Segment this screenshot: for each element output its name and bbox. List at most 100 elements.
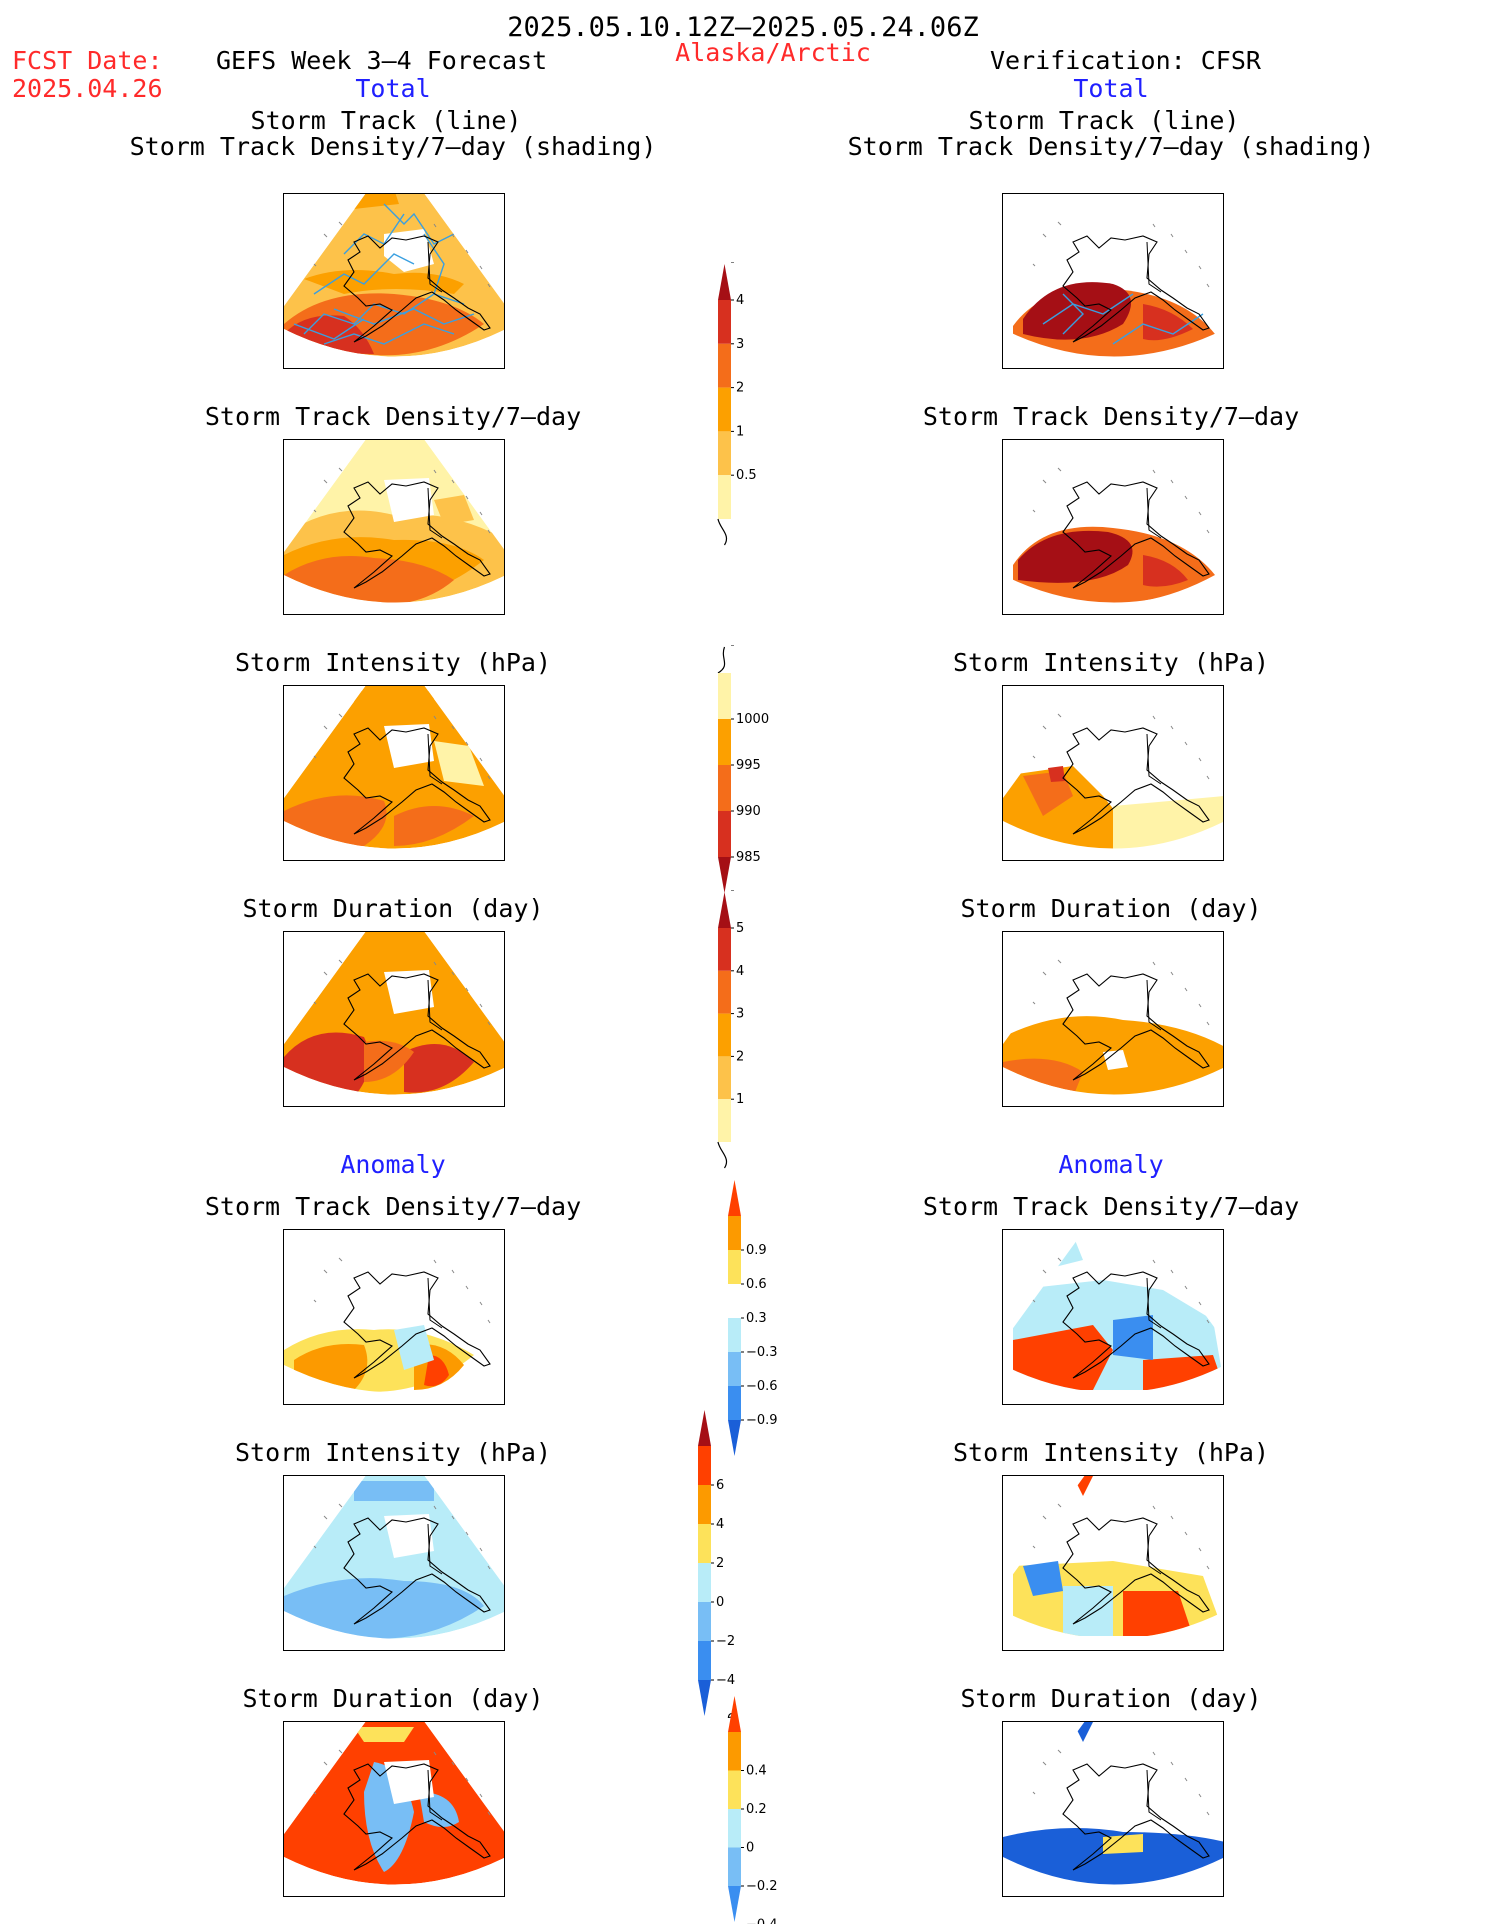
colorbar-top-triangle	[718, 264, 731, 300]
map-shading-region	[354, 1727, 414, 1742]
graticule-dots	[313, 1749, 491, 1816]
map-shading-region	[434, 987, 484, 1032]
colorbar-swatch	[728, 1732, 741, 1771]
colorbar-tick-label: 3	[736, 337, 744, 352]
right-intensity-title: Storm Intensity (hPa)	[952, 648, 1270, 677]
alaska-canada-border	[427, 1277, 443, 1329]
colorbar-bottom-triangle	[728, 1420, 741, 1456]
alaska-canada-border	[1146, 1769, 1162, 1821]
colorbar-cap-line	[717, 1141, 728, 1169]
colorbar-tick-label: 4	[716, 1517, 724, 1532]
map-shading-region	[1073, 1722, 1093, 1742]
colorbar-tick-label: 0	[746, 1841, 754, 1856]
alaska-coastline	[1062, 235, 1210, 343]
map-shading-region	[1063, 1586, 1113, 1636]
map-shading-region	[1103, 1834, 1143, 1854]
alaska-coastline	[343, 1271, 491, 1379]
map-verification-intensity	[1002, 685, 1224, 861]
colorbar-swatch	[718, 811, 731, 857]
storm-track-line	[423, 233, 465, 305]
colorbar-swatch	[718, 431, 731, 476]
colorbar-tick-label: −0.6	[746, 1379, 778, 1394]
map-shading-region	[384, 478, 434, 522]
map-forecast-anom-density	[283, 1229, 505, 1405]
right-density-title: Storm Track Density/7–day	[922, 402, 1300, 431]
colorbar-tick-label: 995	[736, 758, 761, 773]
colorbar-duration-anomaly: 0.4 0.2 0 −0.2 −0.4	[728, 1696, 778, 1925]
map-forecast-anom-duration	[283, 1721, 505, 1897]
graticule-dots	[313, 1257, 491, 1324]
colorbar-swatch	[718, 928, 731, 971]
left-anom-density-title: Storm Track Density/7–day	[204, 1192, 582, 1221]
map-verification-anom-density	[1002, 1229, 1224, 1405]
graticule-dots	[313, 959, 491, 1026]
colorbar-swatch	[718, 1099, 731, 1142]
graticule-dots	[1032, 1503, 1210, 1570]
colorbar-top-triangle	[698, 1410, 711, 1446]
alaska-canada-border	[1146, 487, 1162, 539]
colorbar-tick-label: 4	[736, 293, 744, 308]
colorbar-tick-label: 0.6	[746, 1277, 767, 1292]
map-shading-region	[1113, 1315, 1153, 1360]
map-verification-anom-intensity	[1002, 1475, 1224, 1651]
alaska-coastline	[343, 481, 491, 589]
graticule-dots	[313, 1503, 491, 1570]
right-duration-title: Storm Duration (day)	[960, 894, 1262, 923]
colorbar-bottom-triangle	[718, 857, 731, 893]
colorbar-tick-label: 2	[736, 1049, 744, 1064]
map-forecast-duration	[283, 931, 505, 1107]
colorbar-swatch	[728, 1284, 741, 1318]
colorbar-swatch	[728, 1250, 741, 1284]
colorbar-top-triangle	[728, 1696, 741, 1732]
colorbar-swatch	[718, 475, 731, 519]
map-shading-region	[384, 1514, 434, 1558]
period-title: 2025.05.10.12Z–2025.05.24.06Z	[507, 12, 979, 43]
colorbar-swatch	[728, 1352, 741, 1386]
colorbar-tick-label: 1	[736, 424, 744, 439]
colorbar-density-total: 4 3 2 1 0.5 0.25	[717, 262, 765, 546]
alaska-coastline	[1062, 973, 1210, 1081]
colorbar-tick-label: 0	[716, 1595, 724, 1610]
alaska-coastline	[343, 1763, 491, 1871]
left-intensity-title: Storm Intensity (hPa)	[234, 648, 552, 677]
map-forecast-storm-track	[283, 193, 505, 369]
storm-track-line	[323, 323, 455, 345]
storm-track-line	[293, 318, 365, 340]
map-shading-region	[384, 229, 434, 272]
colorbar-tick-label: −0.4	[746, 1918, 778, 1925]
colorbar-tick-label: 2	[736, 381, 744, 396]
colorbar-tick-label: 2	[716, 1556, 724, 1571]
map-shading-region	[424, 1355, 449, 1387]
colorbar-swatch	[718, 300, 731, 344]
fcst-date-label: FCST Date:	[12, 46, 163, 75]
colorbar-tick-label: −4	[716, 1673, 735, 1688]
colorbar-swatch	[718, 673, 731, 719]
colorbar-tick-label: 0.9	[746, 1243, 767, 1258]
map-verification-density	[1002, 439, 1224, 615]
alaska-canada-border	[427, 733, 443, 785]
colorbar-swatch	[698, 1563, 711, 1602]
left-track-title-line1: Storm Track (line)	[250, 106, 522, 135]
model-title: GEFS Week 3–4 Forecast	[216, 46, 548, 75]
map-shading-region	[1048, 766, 1065, 782]
map-forecast-intensity	[283, 685, 505, 861]
map-shading-region	[1103, 1050, 1128, 1070]
colorbar-density-anomaly: 0.9 0.6 0.3 −0.3 −0.6 −0.9	[728, 1180, 778, 1456]
colorbar-top-triangle	[718, 892, 731, 928]
left-anom-duration-title: Storm Duration (day)	[242, 1684, 544, 1713]
colorbar-tick-label: 0.3	[746, 1311, 767, 1326]
alaska-canada-border	[1146, 241, 1162, 293]
verification-title: Verification: CFSR	[990, 46, 1261, 75]
map-shading-region	[1073, 1476, 1093, 1496]
map-shading-region	[1143, 304, 1193, 341]
colorbar-swatch	[718, 343, 731, 388]
map-shading-region	[364, 1040, 414, 1082]
graticule-dots	[313, 221, 491, 288]
storm-track-line	[383, 203, 455, 245]
colorbar-swatch	[728, 1318, 741, 1352]
colorbar-intensity-anomaly: 6 4 2 0 −2 −4 −6	[698, 1410, 735, 1718]
colorbar-tick-label: 6	[716, 1478, 724, 1493]
map-shading-region	[1143, 555, 1188, 587]
map-shading-region	[434, 741, 484, 786]
colorbar-swatch	[728, 1386, 741, 1420]
